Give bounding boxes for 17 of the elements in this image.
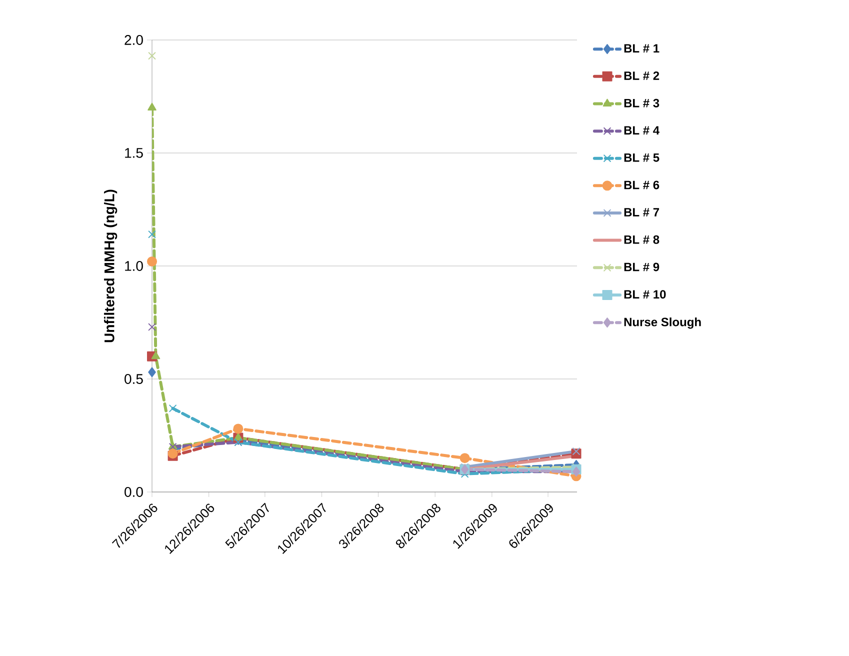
legend-label: BL # 3	[624, 98, 660, 108]
legend-label: BL # 9	[624, 262, 660, 272]
y-axis-title: Unfiltered MMHg (ng/L)	[104, 190, 118, 342]
y-tick-label: 0.0	[124, 487, 143, 497]
legend-label: BL # 5	[624, 153, 660, 162]
y-tick-label: 1.5	[125, 148, 143, 158]
legend-label: BL # 2	[624, 71, 660, 80]
legend-label: BL # 4	[624, 126, 660, 134]
y-tick-label: 0.5	[124, 374, 143, 384]
legend-label: Nurse Slough	[624, 317, 701, 329]
legend-label: BL # 1	[624, 44, 660, 52]
legend-label: BL # 10	[624, 290, 666, 299]
legend-label: BL # 8	[624, 235, 660, 244]
y-tick-label: 1.0	[125, 261, 143, 271]
legend-label: BL # 6	[624, 180, 660, 190]
y-tick-label: 2.0	[124, 35, 143, 45]
legend-label: BL # 7	[624, 208, 660, 216]
